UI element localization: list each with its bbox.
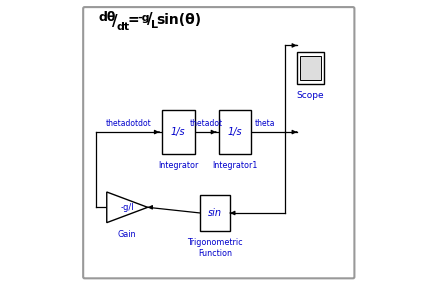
- Text: L: L: [150, 20, 157, 30]
- Bar: [218, 110, 251, 154]
- Text: Scope: Scope: [296, 91, 323, 100]
- Text: Integrator1: Integrator1: [212, 161, 257, 170]
- Text: 1/s: 1/s: [227, 127, 242, 137]
- Text: /: /: [146, 12, 152, 27]
- Text: Integrator: Integrator: [158, 161, 198, 170]
- Text: Trigonometric: Trigonometric: [187, 238, 243, 247]
- Bar: [162, 110, 194, 154]
- Text: Gain: Gain: [118, 230, 136, 239]
- Text: thetadotdot: thetadotdot: [106, 119, 152, 128]
- Text: dt: dt: [117, 22, 130, 32]
- Text: 1/s: 1/s: [171, 127, 185, 137]
- FancyBboxPatch shape: [83, 7, 353, 278]
- Text: Function: Function: [198, 249, 232, 258]
- Polygon shape: [106, 192, 147, 223]
- Text: sin: sin: [208, 208, 222, 218]
- Bar: [299, 56, 320, 80]
- Text: =: =: [127, 13, 138, 27]
- Bar: [296, 52, 323, 85]
- Text: -g: -g: [137, 13, 149, 23]
- Text: -g/l: -g/l: [120, 203, 134, 212]
- Text: theta: theta: [254, 119, 274, 128]
- Text: thetadot: thetadot: [190, 119, 223, 128]
- Bar: [200, 195, 230, 231]
- Text: /: /: [112, 14, 118, 29]
- Text: dθ: dθ: [99, 11, 116, 24]
- Text: sin(θ): sin(θ): [156, 13, 201, 27]
